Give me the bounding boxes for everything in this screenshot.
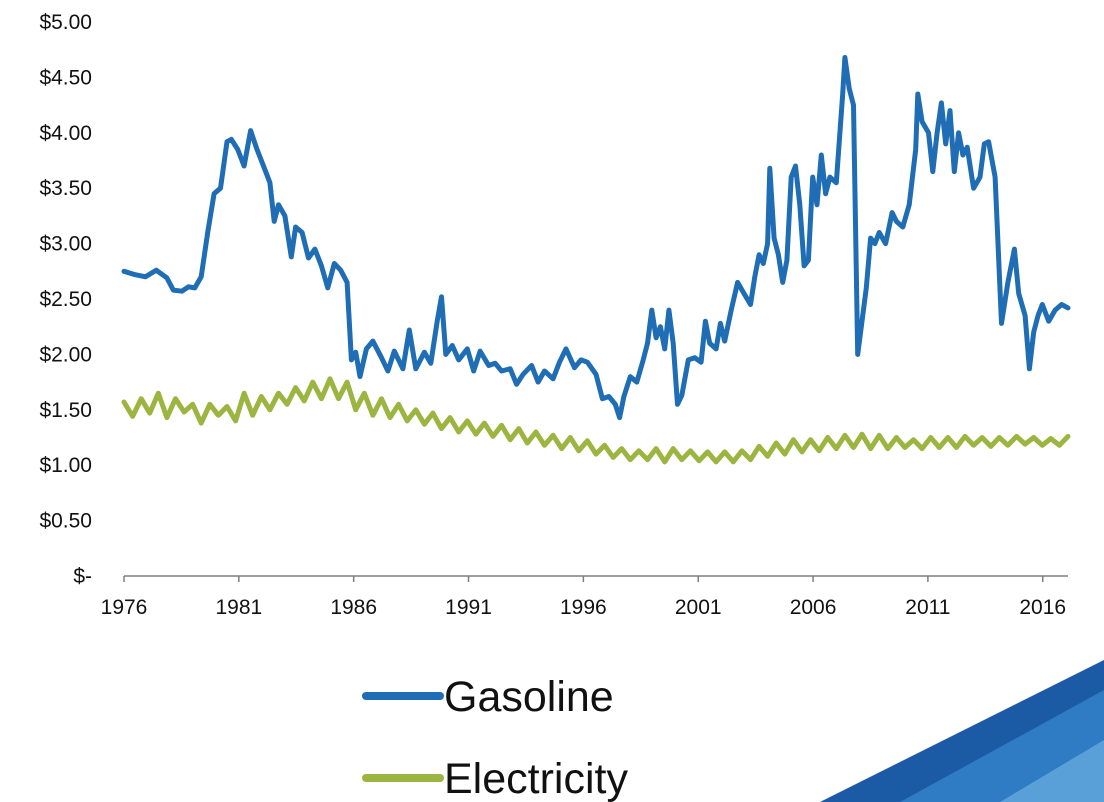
x-tick-label: 1981 bbox=[215, 596, 262, 619]
series-lines bbox=[121, 55, 1071, 465]
x-tick-label: 1991 bbox=[445, 596, 492, 619]
legend: Gasoline Electricity bbox=[362, 673, 628, 802]
y-axis-ticks: $- $0.50 $1.00 $1.50 $2.00 $2.50 $3.00 $3.50 $4.… bbox=[39, 11, 92, 588]
x-tick-label: 2016 bbox=[1019, 596, 1066, 619]
decor-light-wedge bbox=[1000, 740, 1104, 802]
x-tick-label: 1976 bbox=[101, 596, 148, 619]
x-tick-label: 2001 bbox=[675, 596, 722, 619]
y-tick-label: $2.50 bbox=[39, 288, 92, 311]
x-tick-label: 2011 bbox=[905, 596, 950, 619]
y-tick-label: $3.00 bbox=[39, 233, 92, 256]
y-tick-label: $1.00 bbox=[39, 454, 92, 477]
series-line-electricity bbox=[121, 376, 1071, 465]
series-line-gasoline bbox=[121, 55, 1071, 421]
y-tick-label: $2.00 bbox=[39, 343, 92, 366]
legend-label-gasoline: Gasoline bbox=[444, 673, 614, 721]
y-tick-label: $0.50 bbox=[39, 510, 92, 533]
x-axis-ticks: 1976 1981 1986 1991 1996 2001 2006 2011 2016 bbox=[101, 576, 1066, 619]
corner-decoration bbox=[820, 660, 1104, 802]
x-tick-label: 1996 bbox=[560, 596, 607, 619]
x-tick-label: 1986 bbox=[330, 596, 377, 619]
y-tick-label: $- bbox=[73, 565, 92, 588]
y-tick-label: $5.00 bbox=[39, 11, 92, 34]
legend-label-electricity: Electricity bbox=[444, 755, 628, 802]
y-tick-label: $1.50 bbox=[39, 399, 92, 422]
y-tick-label: $4.50 bbox=[39, 66, 92, 89]
y-tick-label: $3.50 bbox=[39, 177, 92, 200]
x-tick-label: 2006 bbox=[790, 596, 837, 619]
y-tick-label: $4.00 bbox=[39, 122, 92, 145]
